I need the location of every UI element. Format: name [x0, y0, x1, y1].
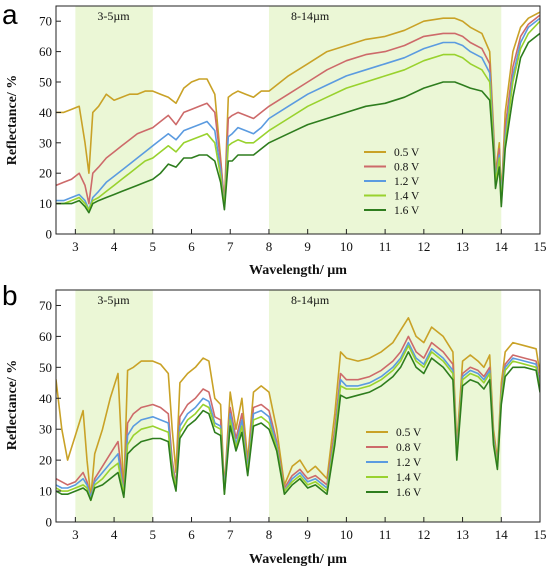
panel-b-xtick-label: 4	[111, 527, 118, 542]
panel-a-legend: 0.5 V 0.8 V 1.2 V 1.4 V 1.6 V	[364, 147, 420, 217]
panel-a-xtick-label: 3	[72, 239, 79, 254]
panel-a-xtick-label: 8	[266, 239, 273, 254]
panel-a-xtick-label: 6	[188, 239, 195, 254]
panel-a-ytick-label: 70	[39, 14, 52, 29]
panel-a-series-1_6V	[56, 32, 540, 214]
panel-a-ytick-label: 20	[39, 166, 52, 181]
panel-b-ytick-label: 60	[39, 329, 52, 344]
panel-b-band-1	[268, 290, 502, 522]
panel-a-ytick-label: 30	[39, 135, 52, 150]
panel-b-ylabel: Reflectance/ %	[5, 360, 20, 451]
panel-a-letter: a	[2, 0, 18, 30]
panel-a-band-0	[75, 6, 153, 234]
panel-b-band-0	[75, 290, 153, 522]
panel-a-ytick-label: 0	[46, 227, 53, 242]
panel-a-series-0_8V	[56, 14, 540, 205]
panel-a-ytick-label: 60	[39, 44, 52, 59]
panel-a-xtick-label: 5	[150, 239, 157, 254]
panel-b-series-0_5V	[56, 316, 540, 499]
panel-a-xtick-label: 11	[379, 239, 392, 254]
panel-b-ytick-label: 70	[39, 298, 52, 313]
panel-b-band-label-0: 3-5µm	[97, 293, 130, 307]
panel-b-ytick-label: 50	[39, 360, 52, 375]
panel-b-xtick-label: 14	[495, 527, 509, 542]
panel-a-xtick-label: 12	[417, 239, 430, 254]
panel-b-xtick-label: 3	[72, 527, 79, 542]
panel-a-ytick-label: 10	[39, 196, 52, 211]
panel-a-xtick-label: 13	[456, 239, 469, 254]
panel-a-legend-label: 0.8 V	[394, 162, 420, 174]
panel-b-legend-label: 0.8 V	[396, 442, 422, 454]
panel-a-series-0_5V	[56, 11, 540, 205]
panel-b-ytick-label: 40	[39, 391, 52, 406]
panel-b-xtick-label: 7	[227, 527, 234, 542]
panel-b-plot-frame	[55, 289, 541, 523]
panel-a: a 3-5µm 8-14µm 3 4 5 6 7 8 9 10 11 12 13 14 15 0 10 20 3…	[2, 0, 547, 278]
panel-a-ytick-label: 40	[39, 105, 52, 120]
panel-a-plot-frame	[55, 5, 541, 235]
panel-b: b 3-5µm 8-14µm 3 4 5 6 7 8 9 10 11 12 13 14 15 0 10 20 3…	[2, 280, 547, 567]
panel-b-xtick-label: 8	[266, 527, 273, 542]
panel-b-ytick-label: 0	[46, 515, 53, 530]
panel-b-xtick-label: 13	[456, 527, 469, 542]
panel-a-xtick-label: 9	[304, 239, 311, 254]
panel-b-xtick-label: 15	[534, 527, 547, 542]
panel-b-xtick-label: 9	[304, 527, 311, 542]
panel-b-ytick-label: 10	[39, 484, 52, 499]
panel-b-letter: b	[2, 280, 18, 311]
panel-b-legend-label: 1.4 V	[396, 472, 422, 484]
panel-b-xtick-label: 6	[188, 527, 195, 542]
panel-a-series-1_4V	[56, 20, 540, 211]
panel-a-band-label-1: 8-14µm	[291, 9, 330, 23]
panel-a-xtick-label: 4	[111, 239, 118, 254]
panel-b-legend-label: 0.5 V	[396, 427, 422, 439]
panel-b-ytick-label: 30	[39, 422, 52, 437]
panel-a-legend-label: 0.5 V	[394, 147, 420, 159]
panel-a-xtick-label: 10	[340, 239, 353, 254]
panel-a-band-label-0: 3-5µm	[97, 9, 130, 23]
panel-a-xtick-label: 15	[534, 239, 547, 254]
panel-b-legend-label: 1.2 V	[396, 457, 422, 469]
panel-a-legend-label: 1.6 V	[394, 205, 420, 217]
panel-a-ytick-label: 50	[39, 75, 52, 90]
panel-b-xtick-label: 10	[340, 527, 353, 542]
panel-a-legend-label: 1.2 V	[394, 176, 420, 188]
panel-a-series-1_2V	[56, 17, 540, 211]
panel-b-series-1_6V	[56, 351, 540, 502]
panel-a-xtick-label: 14	[495, 239, 509, 254]
panel-b-xtick-label: 11	[379, 527, 392, 542]
panel-b-xlabel: Wavelength/ µm	[249, 552, 347, 567]
panel-b-xtick-label: 5	[150, 527, 157, 542]
panel-b-legend: 0.5 V 0.8 V 1.2 V 1.4 V 1.6 V	[366, 427, 422, 499]
panel-a-legend-label: 1.4 V	[394, 191, 420, 203]
panel-a-xlabel: Wavelength/ µm	[249, 263, 347, 278]
panel-b-ytick-label: 20	[39, 453, 52, 468]
panel-b-legend-label: 1.6 V	[396, 487, 422, 499]
panel-a-xtick-label: 7	[227, 239, 234, 254]
panel-b-band-label-1: 8-14µm	[291, 293, 330, 307]
panel-b-xtick-label: 12	[417, 527, 430, 542]
panel-a-ylabel: Reflectance/ %	[5, 75, 20, 166]
